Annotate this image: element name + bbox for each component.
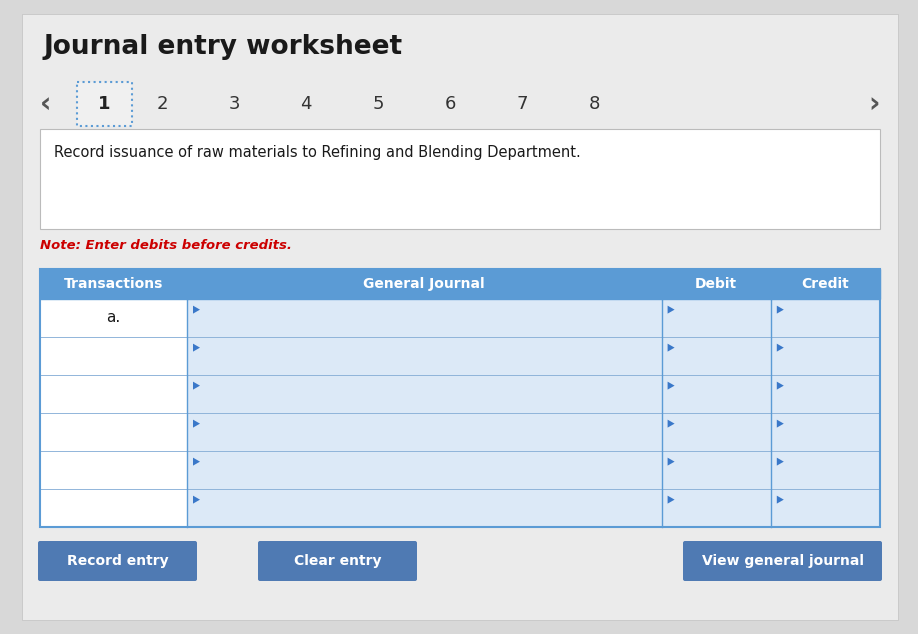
Polygon shape [777, 496, 784, 503]
Bar [40, 489, 187, 527]
Polygon shape [193, 458, 200, 465]
Text: 2: 2 [156, 95, 168, 113]
Text: ›: › [868, 90, 880, 118]
Text: General Journal: General Journal [364, 277, 485, 291]
Polygon shape [777, 344, 784, 352]
Bar [40, 129, 880, 229]
Bar [771, 451, 880, 489]
Polygon shape [777, 458, 784, 465]
Polygon shape [193, 382, 200, 390]
FancyBboxPatch shape [38, 541, 197, 581]
Bar [771, 375, 880, 413]
Bar [187, 299, 662, 337]
Text: 6: 6 [444, 95, 455, 113]
Bar [40, 413, 187, 451]
Polygon shape [193, 496, 200, 503]
Text: Record issuance of raw materials to Refining and Blending Department.: Record issuance of raw materials to Refi… [54, 145, 581, 160]
Bar [187, 413, 662, 451]
Polygon shape [667, 306, 675, 314]
Polygon shape [777, 306, 784, 314]
Text: Record entry: Record entry [67, 554, 168, 568]
Bar [40, 269, 880, 527]
Text: Debit: Debit [695, 277, 737, 291]
FancyBboxPatch shape [683, 541, 882, 581]
Bar [771, 337, 880, 375]
Text: a.: a. [106, 311, 120, 325]
Text: ‹: ‹ [40, 90, 51, 118]
Bar [40, 337, 187, 375]
Polygon shape [667, 420, 675, 428]
Bar [662, 375, 771, 413]
Polygon shape [667, 382, 675, 390]
Bar [662, 299, 771, 337]
Text: View general journal: View general journal [701, 554, 864, 568]
Bar [187, 337, 662, 375]
Bar [771, 413, 880, 451]
FancyBboxPatch shape [258, 541, 417, 581]
Text: Note: Enter debits before credits.: Note: Enter debits before credits. [40, 239, 292, 252]
Bar [40, 375, 187, 413]
Text: 3: 3 [229, 95, 240, 113]
Text: Transactions: Transactions [64, 277, 163, 291]
Polygon shape [667, 344, 675, 352]
Text: Clear entry: Clear entry [294, 554, 381, 568]
Polygon shape [193, 344, 200, 352]
Bar [187, 489, 662, 527]
Text: 5: 5 [373, 95, 384, 113]
Bar [771, 299, 880, 337]
Text: Journal entry worksheet: Journal entry worksheet [44, 34, 403, 60]
Bar [662, 489, 771, 527]
Bar [771, 489, 880, 527]
Polygon shape [193, 420, 200, 428]
Bar [77, 82, 132, 126]
Polygon shape [667, 496, 675, 503]
Polygon shape [667, 458, 675, 465]
Bar [662, 337, 771, 375]
Polygon shape [193, 306, 200, 314]
Bar [40, 269, 880, 299]
Text: 1: 1 [98, 95, 111, 113]
Bar [40, 451, 187, 489]
Text: 7: 7 [516, 95, 528, 113]
Bar [40, 299, 187, 337]
Bar [662, 451, 771, 489]
Polygon shape [777, 420, 784, 428]
Text: 8: 8 [588, 95, 599, 113]
Text: Credit: Credit [801, 277, 849, 291]
Bar [187, 375, 662, 413]
Polygon shape [777, 382, 784, 390]
Bar [187, 451, 662, 489]
Text: 4: 4 [300, 95, 312, 113]
Bar [662, 413, 771, 451]
